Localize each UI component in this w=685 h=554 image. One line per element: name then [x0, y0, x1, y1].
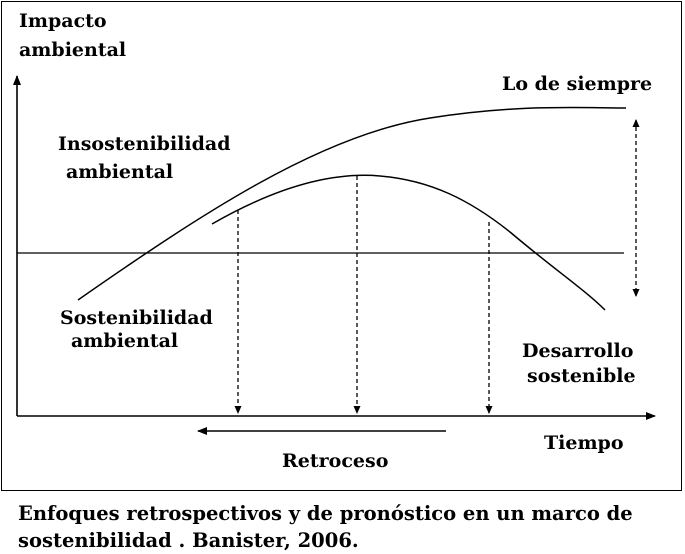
sustainable-development-label-line2: sostenible: [527, 365, 636, 387]
y-axis-label-line1: Impacto: [19, 10, 107, 32]
caption-line1: Enfoques retrospectivos y de pronóstico …: [18, 502, 633, 525]
x-axis-label: Tiempo: [544, 432, 624, 454]
figure-frame: [1, 1, 682, 491]
backcasting-label: Retroceso: [282, 450, 388, 472]
caption-line2: sostenibilidad . Banister, 2006.: [18, 529, 359, 552]
sustainable-development-curve: [211, 174, 606, 311]
y-axis-label-line2: ambiental: [19, 39, 126, 61]
sustainability-label-line2: ambiental: [71, 330, 178, 352]
business-as-usual-label: Lo de siempre: [502, 73, 652, 95]
sustainability-label-line1: Sostenibilidad: [60, 307, 213, 329]
unsustainability-label-line2: ambiental: [66, 161, 173, 183]
sustainable-development-label-line1: Desarrollo: [522, 340, 633, 362]
unsustainability-label-line1: Insostenibilidad: [58, 133, 230, 155]
business-as-usual-curve: [77, 106, 627, 301]
figure-caption: Enfoques retrospectivos y de pronóstico …: [18, 500, 678, 554]
